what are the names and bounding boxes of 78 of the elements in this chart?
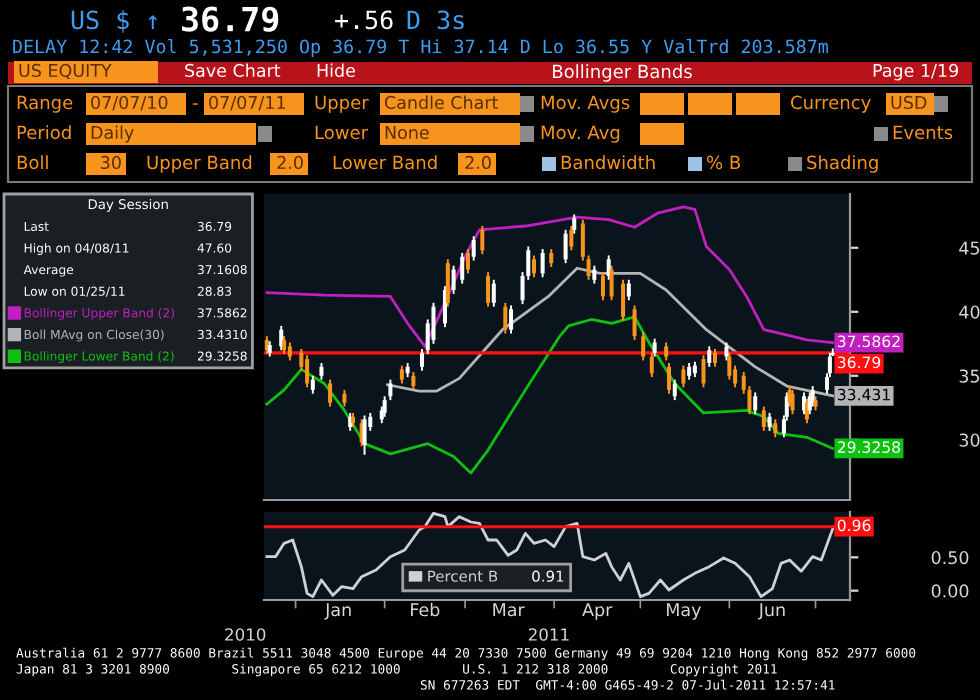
text: Hide: [317, 63, 355, 78]
candlestick: [701, 354, 706, 389]
text: 07/07/11: [209, 95, 285, 111]
candlestick: [465, 248, 470, 275]
text: Mov. Avg: [541, 125, 620, 143]
text: US EQUITY: [19, 63, 112, 80]
candlestick: [681, 364, 686, 389]
text: Upper: [315, 95, 369, 113]
y-tick-label: 0.50: [931, 550, 969, 565]
text: 2010: [225, 628, 266, 641]
text: 2011: [528, 628, 569, 641]
candlestick: [451, 264, 456, 295]
text: Upper Band: [147, 155, 252, 173]
candlestick: [641, 331, 646, 362]
text: D 3s: [407, 10, 464, 30]
text: Shading: [807, 155, 878, 173]
candlestick: [727, 351, 732, 381]
text: -: [192, 103, 198, 105]
text: USD: [891, 95, 927, 110]
text: Lower Band: [333, 155, 437, 170]
text: +.56: [335, 10, 393, 30]
text: 07/07/10: [91, 95, 168, 111]
candlestick: [540, 248, 545, 279]
text: Lower: [315, 125, 369, 140]
candlestick: [621, 278, 626, 322]
candlestick: [509, 304, 514, 335]
candlestick: [491, 278, 496, 308]
text: Save Chart: [185, 63, 281, 78]
text: Period: [17, 125, 71, 140]
candlestick: [626, 278, 631, 302]
text: 2.0: [277, 155, 303, 170]
candlestick: [532, 254, 537, 279]
candlestick: [672, 378, 677, 402]
candlestick: [572, 213, 577, 235]
text: None: [385, 126, 429, 140]
text: % B: [707, 155, 741, 170]
candlestick: [328, 378, 333, 408]
candlestick: [753, 391, 758, 416]
candlestick: [606, 254, 611, 281]
text: Boll: [17, 155, 48, 170]
candlestick: [600, 271, 605, 302]
text: Mov. Avgs: [541, 95, 630, 113]
y-tick-label: 45: [959, 241, 980, 255]
x-tick-label: May: [667, 603, 701, 620]
candlestick: [632, 304, 637, 341]
candlestick: [563, 228, 568, 265]
text: Candle Chart: [384, 95, 499, 110]
candlestick: [667, 362, 672, 395]
text: 2.0: [465, 155, 491, 170]
text: 30: [101, 155, 121, 170]
candlestick: [471, 235, 476, 262]
y-tick-label: 40: [959, 305, 980, 319]
text: US $ ↑: [71, 9, 157, 33]
x-tick-label: Mar: [493, 603, 525, 617]
candlestick: [305, 354, 310, 389]
text: 36.79: [182, 6, 279, 32]
candlestick: [480, 225, 485, 256]
x-tick-label: Jan: [324, 603, 351, 620]
y-tick-label: 35: [959, 369, 980, 383]
x-tick-label: Apr: [582, 603, 613, 620]
chart-title: Bollinger Bands: [553, 64, 692, 82]
candlestick: [761, 405, 766, 432]
x-tick-label: Feb: [411, 602, 440, 617]
candlestick: [460, 251, 465, 285]
text: Currency: [791, 95, 871, 113]
text: Range: [17, 95, 73, 113]
candlestick: [707, 345, 712, 368]
y-tick-label: 30: [959, 433, 980, 447]
y-tick-label: 0.00: [931, 584, 969, 598]
text: Page 1/19: [873, 63, 958, 81]
text: Daily: [91, 125, 134, 143]
candlestick: [486, 271, 491, 308]
x-tick-label: Jun: [757, 603, 785, 620]
text: Bandwidth: [561, 155, 655, 170]
text: DELAY 12:42 Vol 5,531,250 Op 36.79 T Hi 37.14 D Lo 36.55 Y ValTrd 203.587m: [13, 39, 828, 57]
candlestick: [649, 351, 654, 379]
candlestick: [503, 301, 508, 335]
text: Events: [893, 125, 953, 140]
